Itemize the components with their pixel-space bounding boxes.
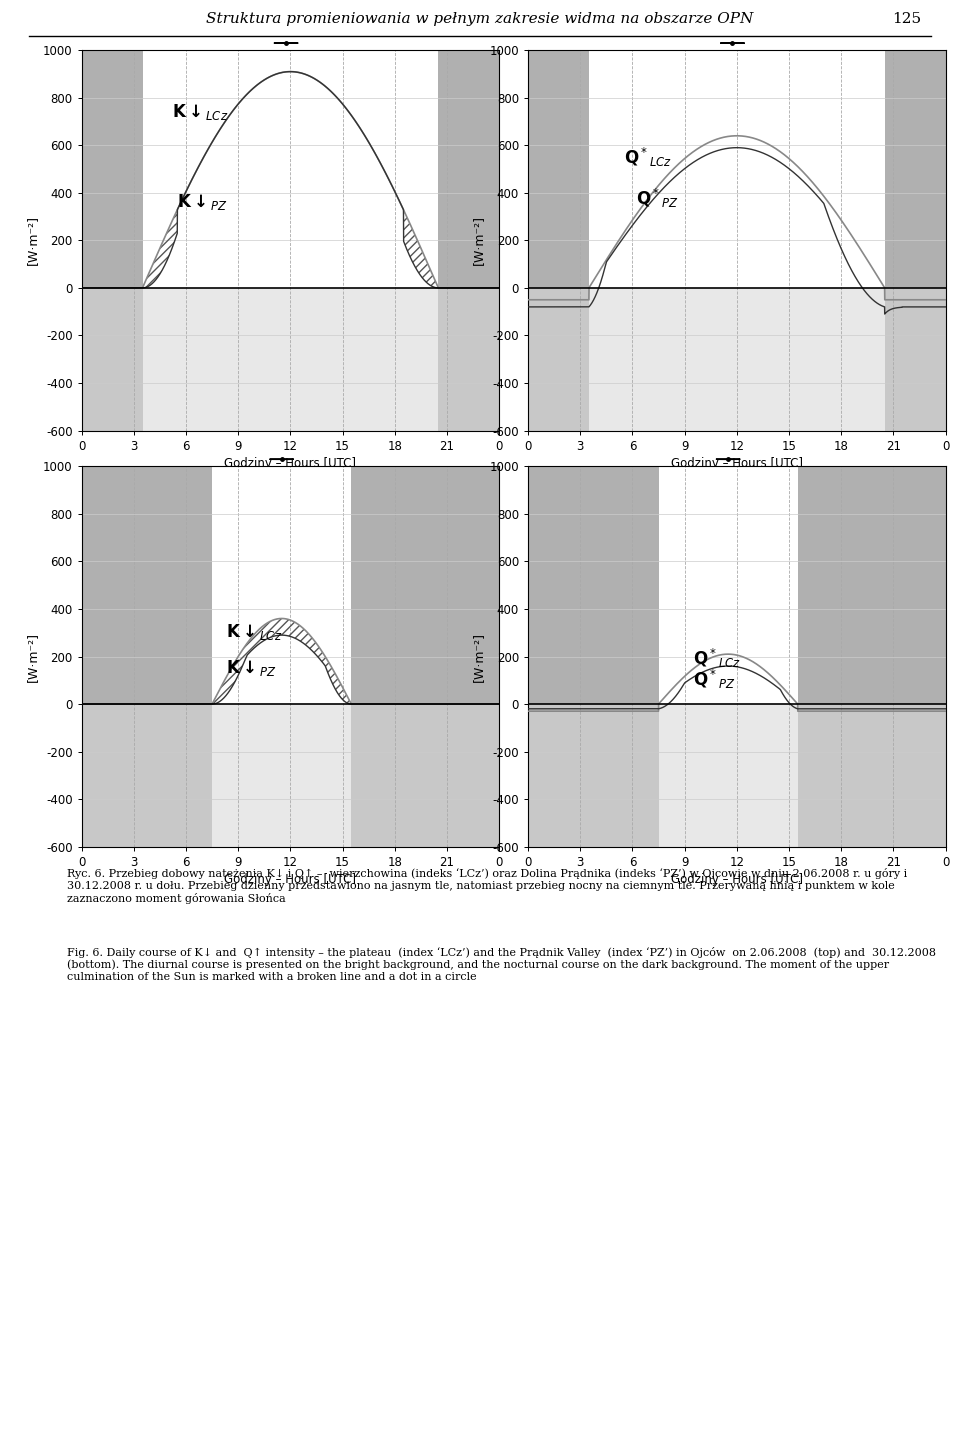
Bar xyxy=(212,705,351,847)
Text: $\mathbf{Q}$$^*$$_{LCz}$: $\mathbf{Q}$$^*$$_{LCz}$ xyxy=(624,146,672,169)
Text: $\mathbf{K}$$\mathbf{\downarrow}$$_{LCz}$: $\mathbf{K}$$\mathbf{\downarrow}$$_{LCz}… xyxy=(226,623,282,643)
Text: $\mathbf{K}$$\mathbf{\downarrow}$$_{PZ}$: $\mathbf{K}$$\mathbf{\downarrow}$$_{PZ}$ xyxy=(178,192,228,212)
Bar xyxy=(588,288,885,430)
X-axis label: Godziny – Hours [UTC]: Godziny – Hours [UTC] xyxy=(671,872,803,885)
Bar xyxy=(659,466,798,705)
Text: Struktura promieniowania w pełnym zakresie widma na obszarze OPN: Struktura promieniowania w pełnym zakres… xyxy=(206,11,754,26)
Y-axis label: [W·m⁻²]: [W·m⁻²] xyxy=(472,631,485,682)
Bar xyxy=(142,50,439,288)
X-axis label: Godziny – Hours [UTC]: Godziny – Hours [UTC] xyxy=(671,456,803,469)
Text: $\mathbf{K}$$\mathbf{\downarrow}$$_{PZ}$: $\mathbf{K}$$\mathbf{\downarrow}$$_{PZ}$ xyxy=(226,659,276,679)
Text: $\mathbf{K}$$\mathbf{\downarrow}$$_{LCz}$: $\mathbf{K}$$\mathbf{\downarrow}$$_{LCz}… xyxy=(172,102,228,122)
Bar xyxy=(528,288,946,430)
Text: $\mathbf{Q}$$^*$$_{PZ}$: $\mathbf{Q}$$^*$$_{PZ}$ xyxy=(636,187,679,210)
Bar xyxy=(659,705,798,847)
Bar xyxy=(528,705,946,847)
Text: 125: 125 xyxy=(893,11,922,26)
Y-axis label: [W·m⁻²]: [W·m⁻²] xyxy=(26,215,38,265)
Bar xyxy=(82,705,499,847)
Text: $\mathbf{Q}$$^*$$_{PZ}$: $\mathbf{Q}$$^*$$_{PZ}$ xyxy=(693,669,735,692)
Text: Ryc. 6. Przebieg dobowy nateżenia K↓ i Q↑ –  wierzchowina (indeks ‘LCz’) oraz Do: Ryc. 6. Przebieg dobowy nateżenia K↓ i Q… xyxy=(67,868,907,904)
Bar xyxy=(588,50,885,288)
Text: Fig. 6. Daily course of K↓ and  Q↑ intensity – the plateau  (index ‘LCz’) and th: Fig. 6. Daily course of K↓ and Q↑ intens… xyxy=(67,947,940,982)
X-axis label: Godziny – Hours [UTC]: Godziny – Hours [UTC] xyxy=(225,456,356,469)
X-axis label: Godziny – Hours [UTC]: Godziny – Hours [UTC] xyxy=(225,872,356,885)
Bar xyxy=(82,288,499,430)
Bar xyxy=(212,466,351,705)
Y-axis label: [W·m⁻²]: [W·m⁻²] xyxy=(26,631,38,682)
Bar xyxy=(142,288,439,430)
Text: $\mathbf{Q}$$^*$$_{LCz}$: $\mathbf{Q}$$^*$$_{LCz}$ xyxy=(693,647,741,670)
Y-axis label: [W·m⁻²]: [W·m⁻²] xyxy=(472,215,485,265)
